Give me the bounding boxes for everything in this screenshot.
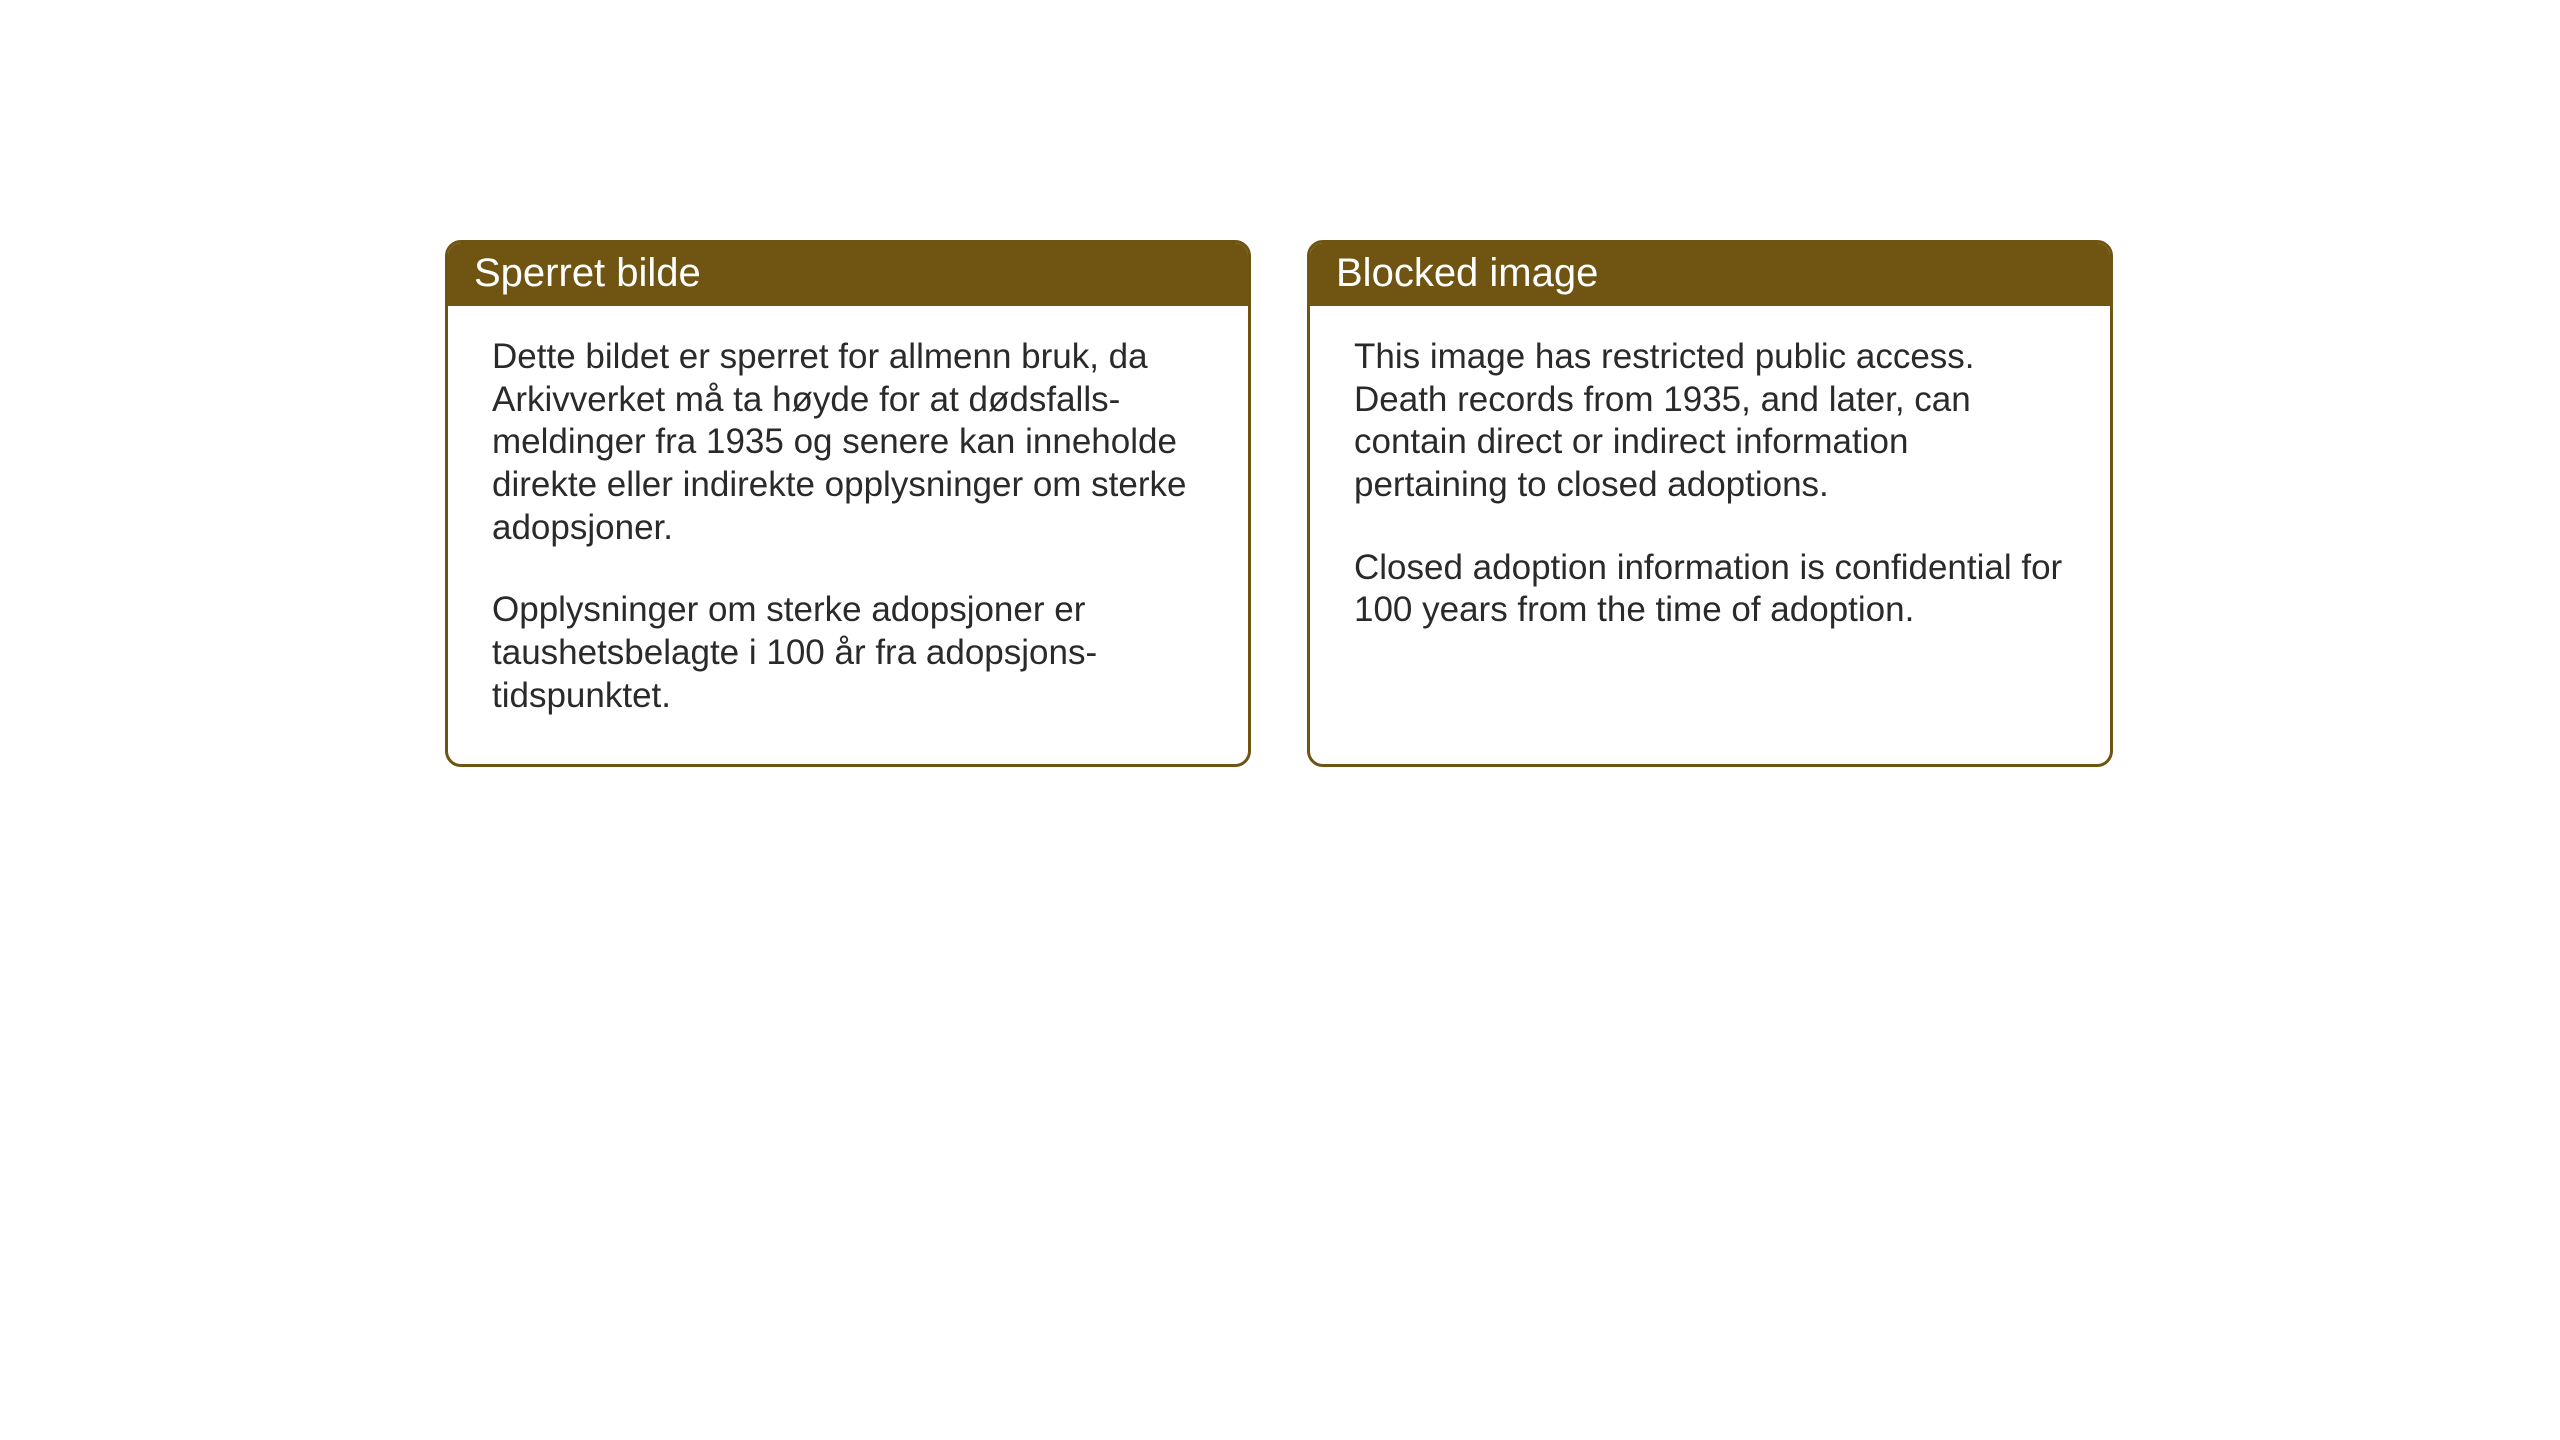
notice-card-norwegian: Sperret bilde Dette bildet er sperret fo… xyxy=(445,240,1251,767)
notice-card-english: Blocked image This image has restricted … xyxy=(1307,240,2113,767)
paragraph-text: This image has restricted public access.… xyxy=(1354,336,2066,507)
card-header-english: Blocked image xyxy=(1310,243,2110,306)
card-body-english: This image has restricted public access.… xyxy=(1310,306,2110,678)
card-title: Blocked image xyxy=(1336,251,1598,295)
card-header-norwegian: Sperret bilde xyxy=(448,243,1248,306)
notice-container: Sperret bilde Dette bildet er sperret fo… xyxy=(445,240,2113,767)
paragraph-text: Dette bildet er sperret for allmenn bruk… xyxy=(492,336,1204,549)
card-title: Sperret bilde xyxy=(474,251,701,295)
paragraph-text: Opplysninger om sterke adopsjoner er tau… xyxy=(492,589,1204,717)
card-body-norwegian: Dette bildet er sperret for allmenn bruk… xyxy=(448,306,1248,764)
paragraph-text: Closed adoption information is confident… xyxy=(1354,547,2066,632)
